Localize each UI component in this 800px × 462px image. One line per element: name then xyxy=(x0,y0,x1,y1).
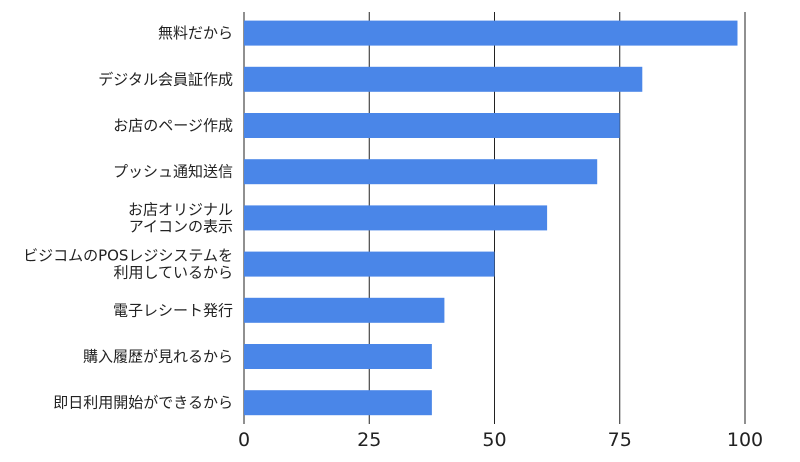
bar xyxy=(244,251,495,277)
bars xyxy=(244,20,738,416)
x-tick-labels: 0 25 50 75 100 xyxy=(238,429,763,451)
category-label: お店のページ作成 xyxy=(113,117,233,135)
bar xyxy=(244,205,548,231)
category-label: 無料だから xyxy=(158,24,233,42)
category-label: アイコンの表示 xyxy=(129,217,233,235)
x-tick-label: 0 xyxy=(238,429,250,451)
bar xyxy=(244,390,432,416)
x-tick-label: 100 xyxy=(727,429,763,451)
category-label: デジタル会員証作成 xyxy=(98,70,233,88)
category-label: お店オリジナル xyxy=(128,200,233,218)
bar xyxy=(244,159,598,185)
bar xyxy=(244,344,432,369)
bar xyxy=(244,297,445,323)
category-label: 利用しているから xyxy=(113,264,233,282)
category-label: ビジコムのPOSレジシステムを xyxy=(23,247,233,265)
category-label: 購入履歴が見れるから xyxy=(83,348,233,366)
category-label: 即日利用開始ができるから xyxy=(53,394,233,412)
category-label: プッシュ通知送信 xyxy=(113,163,233,181)
x-tick-label: 50 xyxy=(482,429,506,451)
category-labels: 無料だからデジタル会員証作成お店のページ作成プッシュ通知送信お店オリジナルアイコ… xyxy=(23,24,233,412)
category-label: 電子レシート発行 xyxy=(113,301,233,319)
bar xyxy=(244,66,643,92)
x-tick-label: 75 xyxy=(608,429,632,451)
bar xyxy=(244,20,738,46)
bar xyxy=(244,113,620,138)
x-tick-label: 25 xyxy=(357,429,381,451)
